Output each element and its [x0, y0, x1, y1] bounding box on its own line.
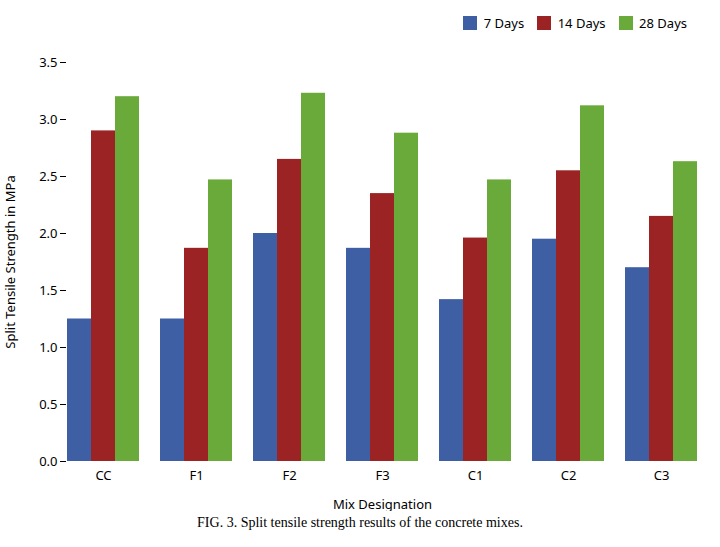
svg-text:2.5: 2.5 — [39, 166, 57, 184]
svg-text:C3: C3 — [654, 465, 670, 483]
html-text:28 Days: 28 Days — [639, 13, 687, 32]
svg-text:C1: C1 — [468, 465, 484, 483]
svg-text:Mix Designation: Mix Designation — [333, 494, 432, 511]
svg-text:F3: F3 — [375, 465, 389, 483]
svg-text:2.0: 2.0 — [39, 223, 57, 241]
svg-text:0.0: 0.0 — [39, 451, 57, 469]
html-text:14 Days: 14 Days — [557, 13, 606, 32]
svg-text:1.5: 1.5 — [39, 280, 57, 298]
svg-text:F1: F1 — [189, 465, 203, 483]
svg-text:0.5: 0.5 — [39, 394, 57, 412]
svg-text:3.5: 3.5 — [39, 52, 57, 70]
svg-text:F2: F2 — [282, 465, 296, 483]
html-text:7 Days: 7 Days — [483, 13, 525, 32]
svg-text:3.0: 3.0 — [39, 109, 57, 127]
html-text:FIG. 3. Split tensile strength: FIG. 3. Split tensile strength results o… — [197, 514, 523, 530]
svg-text:CC: CC — [95, 465, 111, 483]
svg-text:C2: C2 — [561, 465, 577, 483]
svg-text:Split Tensile Strength in MPa: Split Tensile Strength in MPa — [1, 175, 19, 348]
svg-text:1.0: 1.0 — [39, 337, 57, 355]
